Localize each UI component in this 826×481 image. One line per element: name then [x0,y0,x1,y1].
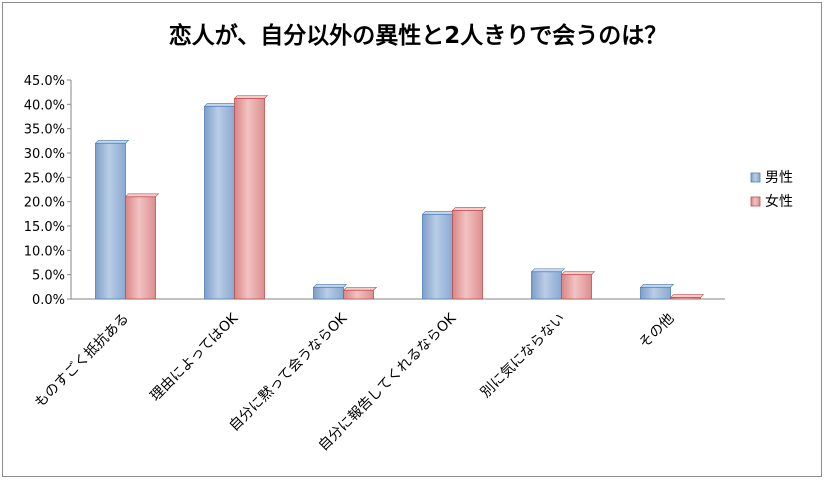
bar-top-face [421,211,457,215]
legend-swatch-男性 [750,172,761,183]
bar-男性-5 [640,286,671,300]
bar-男性-0 [95,142,126,300]
y-tick-label: 10.0% [24,244,65,259]
bar-女性-0 [125,196,156,300]
bar-top-face [233,95,269,99]
y-tick-label: 0.0% [32,293,65,308]
y-tick-label: 35.0% [24,123,65,138]
bar-top-face [669,294,705,298]
bar-top-face [530,268,566,273]
chart-title: 恋人が、自分以外の異性と2人きりで会うのは？ [169,22,668,49]
y-tick-label: 25.0% [24,171,65,186]
y-tick-label: 40.0% [24,98,65,113]
bar-top-face [560,271,596,275]
bar-女性-4 [561,274,592,300]
bar-chart: 恋人が、自分以外の異性と2人きりで会うのは？ 0.0% 5.0% 10.0% 15.0… [24,22,793,454]
bar-女性-3 [452,210,483,300]
x-category-label: 自分に黙って会うならOK [226,310,351,435]
bar-男性-4 [531,271,562,300]
bar-top-face [342,286,378,291]
bar-top-face [639,284,675,288]
y-tick-label: 15.0% [24,220,65,235]
y-tick-label: 20.0% [24,196,65,211]
y-tick-label: 45.0% [24,74,65,89]
bar-女性-5 [670,297,701,300]
bar-top-face [203,102,239,107]
bar-男性-3 [422,213,453,300]
bar-top-face [312,284,348,288]
x-category-label: ものすごく抵抗ある [32,311,132,411]
bar-女性-2 [343,289,374,300]
legend-label: 男性 [765,170,793,186]
x-category-label: 理由によってはOK [147,310,241,404]
bar-男性-2 [313,286,344,300]
bar-top-face [451,207,487,211]
bar-男性-1 [204,105,235,300]
y-tick-label: 30.0% [24,147,65,162]
bar-top-face [124,193,160,198]
bar-top-face [94,139,130,144]
x-category-label: その他 [636,311,677,352]
legend-label: 女性 [765,193,793,210]
x-category-label: 別に気にならない [478,311,569,402]
y-tick-label: 5.0% [32,269,65,284]
legend-swatch-女性 [750,196,761,207]
bar-女性-1 [234,98,265,300]
